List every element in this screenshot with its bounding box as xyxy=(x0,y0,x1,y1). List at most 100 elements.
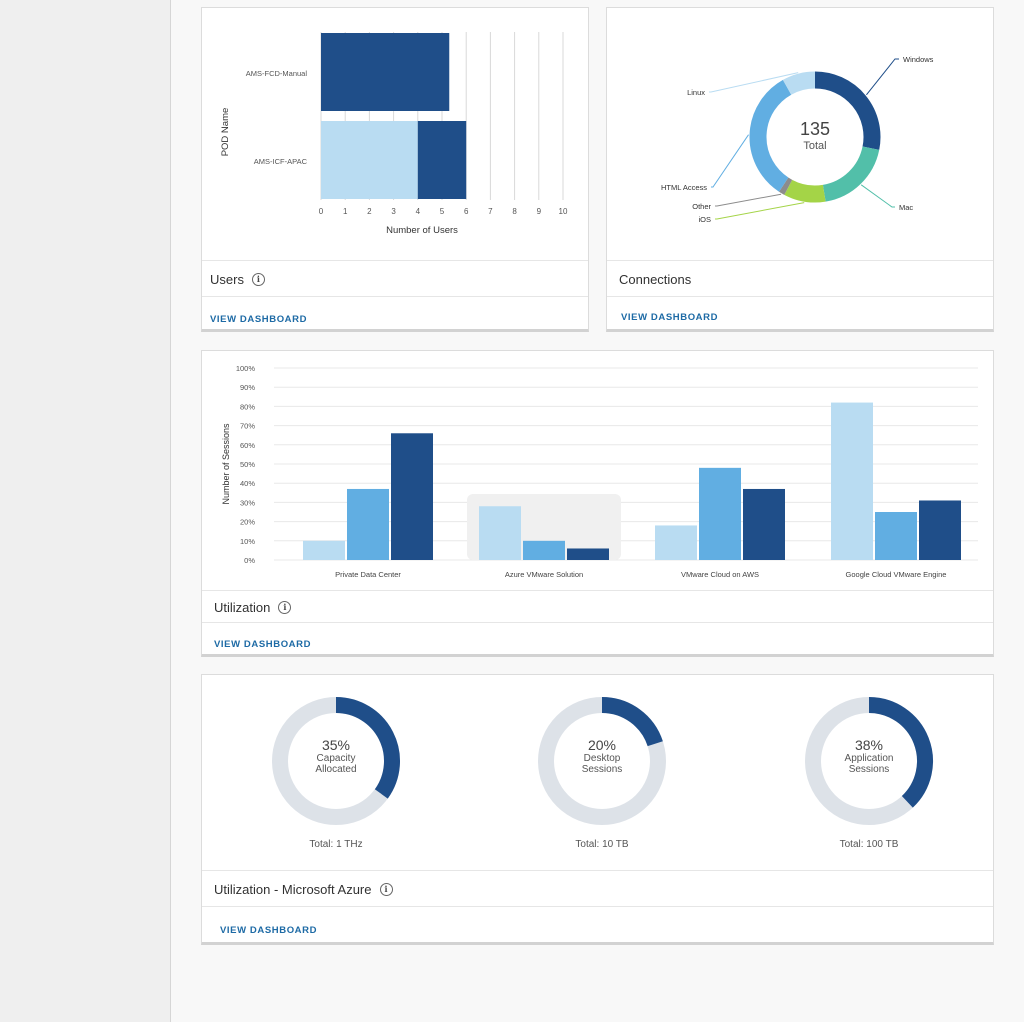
x-tick-label: 8 xyxy=(512,207,517,216)
gauge-line2: Sessions xyxy=(581,764,623,775)
x-axis-label: Number of Users xyxy=(386,225,458,236)
y-tick-label: 90% xyxy=(240,383,255,392)
x-tick-label: 6 xyxy=(464,207,469,216)
info-icon[interactable]: i xyxy=(278,601,292,615)
gauge-center-label: 20% Desktop Sessions xyxy=(552,737,652,775)
y-tick-label: 0% xyxy=(244,556,255,565)
gauge-total: Total: 100 TB xyxy=(839,839,899,850)
azure-utilization-card: 35% Capacity Allocated Total: 1 THz 20% De… xyxy=(201,674,994,945)
slice-label: Other xyxy=(692,202,711,211)
leader-line xyxy=(715,202,805,220)
y-axis-label: Number of Sessions xyxy=(221,423,231,505)
bar xyxy=(831,402,873,560)
y-tick-label: 100% xyxy=(236,364,256,373)
bar xyxy=(303,540,345,560)
y-tick-label: 70% xyxy=(240,422,255,431)
connections-card-title: Connections xyxy=(619,272,692,288)
slice-label: Windows xyxy=(903,55,934,64)
leader-line xyxy=(860,184,895,208)
users-card-header: Users i xyxy=(202,260,588,296)
gauge-fill xyxy=(335,697,400,799)
bar xyxy=(391,433,433,560)
leader-line xyxy=(709,72,799,93)
utilization-view-dashboard-link[interactable]: VIEW DASHBOARD xyxy=(214,639,312,650)
x-tick-label: 4 xyxy=(416,207,421,216)
gauge-total: Total: 10 TB xyxy=(575,839,629,850)
donut-center-value: 135 xyxy=(800,119,830,139)
bar xyxy=(655,525,697,560)
gauge-line2: Allocated xyxy=(315,764,357,775)
slice-label: Linux xyxy=(687,88,705,97)
gauge-donut xyxy=(538,697,666,825)
utilization-bar-chart: 0% 10% 20% 30% 40% 50% 60% 70% 80% 90% 100% Private… xyxy=(221,364,978,579)
y-category-label: AMS-ICF-APAC xyxy=(254,157,308,166)
leader-line xyxy=(711,134,749,188)
bar xyxy=(417,121,467,199)
y-axis-label: POD Name xyxy=(220,108,231,157)
gauge-percent: 20% xyxy=(587,737,617,753)
x-category-label: Azure VMware Solution xyxy=(505,570,583,579)
users-bar-chart: 0 1 2 3 4 5 6 7 8 9 10 AMS-FCD-Manual AMS-ICF-APAC Nu… xyxy=(220,32,568,236)
bar xyxy=(523,540,565,560)
donut-slice xyxy=(782,71,816,95)
y-tick-label: 80% xyxy=(240,402,255,411)
users-card: 0 1 2 3 4 5 6 7 8 9 10 AMS-FCD-Manual AMS-ICF-APAC Nu… xyxy=(201,7,589,332)
azure-view-dashboard-link[interactable]: VIEW DASHBOARD xyxy=(220,925,318,936)
gauge-fill xyxy=(868,697,933,808)
gauge-center-label: 38% Application Sessions xyxy=(819,737,919,775)
connections-card-header: Connections xyxy=(607,260,993,296)
leader-line xyxy=(866,58,899,96)
azure-gauges: 35% Capacity Allocated Total: 1 THz 20% De… xyxy=(202,675,993,870)
gauge-percent: 35% xyxy=(321,737,351,753)
azure-card-header: Utilization - Microsoft Azure i xyxy=(202,870,993,906)
gauge-fill xyxy=(601,697,663,747)
info-icon[interactable]: i xyxy=(379,883,393,897)
gauge-percent: 38% xyxy=(854,737,884,753)
gauge-line1: Desktop xyxy=(583,753,621,764)
y-tick-label: 60% xyxy=(240,441,255,450)
y-tick-label: 20% xyxy=(240,518,255,527)
slice-label: iOS xyxy=(698,215,711,224)
left-navigation-pane xyxy=(0,0,171,1022)
bar xyxy=(699,467,741,560)
x-category-label: Private Data Center xyxy=(335,570,401,579)
donut-center-label: Total xyxy=(803,140,826,152)
bar xyxy=(743,488,785,560)
bar xyxy=(875,512,917,560)
users-card-footer: VIEW DASHBOARD xyxy=(202,296,588,330)
x-tick-label: 9 xyxy=(537,207,542,216)
x-category-label: Google Cloud VMware Engine xyxy=(846,570,947,579)
donut-slice xyxy=(779,177,793,195)
x-tick-label: 5 xyxy=(440,207,445,216)
gauge-total: Total: 1 THz xyxy=(309,839,363,850)
connections-card-footer: VIEW DASHBOARD xyxy=(607,296,993,330)
users-view-dashboard-link[interactable]: VIEW DASHBOARD xyxy=(210,314,308,325)
y-tick-label: 10% xyxy=(240,537,255,546)
x-tick-label: 1 xyxy=(343,207,348,216)
x-category-label: VMware Cloud on AWS xyxy=(681,570,759,579)
bar xyxy=(347,488,389,560)
slice-label: Mac xyxy=(899,203,913,212)
x-tick-label: 10 xyxy=(559,207,568,216)
y-tick-label: 30% xyxy=(240,498,255,507)
bar xyxy=(321,33,450,111)
x-tick-label: 3 xyxy=(391,207,396,216)
azure-card-title: Utilization - Microsoft Azure xyxy=(214,882,372,898)
gauge-donut xyxy=(805,697,933,825)
info-icon[interactable]: i xyxy=(251,273,265,287)
gauge-center-label: 35% Capacity Allocated xyxy=(286,737,386,775)
connections-view-dashboard-link[interactable]: VIEW DASHBOARD xyxy=(621,312,719,323)
users-card-title: Users xyxy=(210,272,244,288)
donut-slice xyxy=(814,71,881,150)
gauge-line1: Application xyxy=(844,753,894,764)
donut-slice xyxy=(784,179,826,203)
utilization-card-title: Utilization xyxy=(214,600,271,616)
bar xyxy=(321,121,418,199)
bar xyxy=(567,548,609,560)
y-category-label: AMS-FCD-Manual xyxy=(246,69,308,78)
donut-slice xyxy=(749,79,792,192)
bar xyxy=(919,500,961,560)
donut-slice xyxy=(822,146,880,202)
gauge-line1: Capacity xyxy=(316,753,356,764)
azure-card-footer: VIEW DASHBOARD xyxy=(202,906,993,942)
